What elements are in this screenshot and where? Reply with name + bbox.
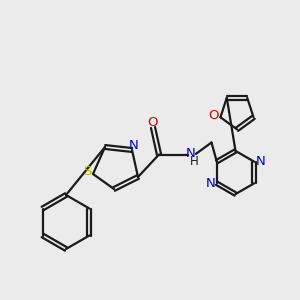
Text: N: N xyxy=(205,177,215,190)
Text: O: O xyxy=(208,109,219,122)
Text: N: N xyxy=(186,146,196,160)
Text: O: O xyxy=(147,116,158,129)
Text: S: S xyxy=(83,165,92,178)
Text: H: H xyxy=(190,154,199,168)
Text: N: N xyxy=(129,139,138,152)
Text: N: N xyxy=(256,155,266,168)
